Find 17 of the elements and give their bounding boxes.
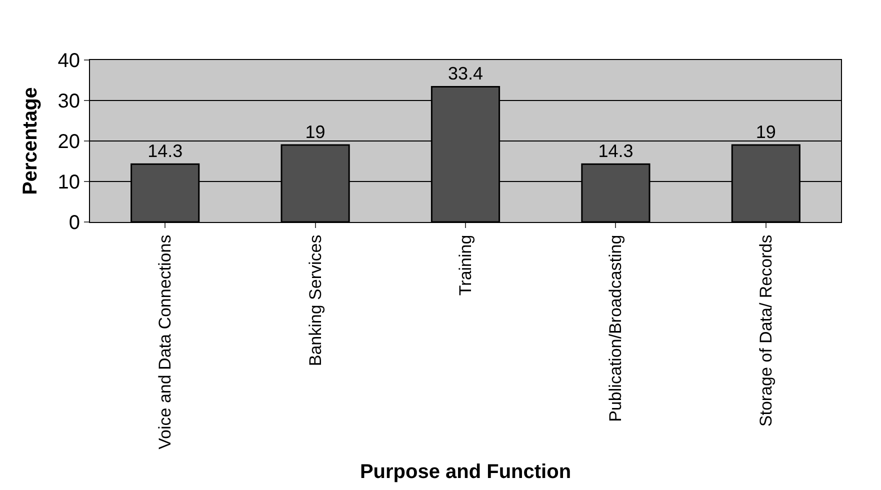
- x-tick-label: Publication/Broadcasting: [606, 234, 626, 422]
- y-tick-label: 40: [58, 50, 80, 72]
- data-label: 19: [756, 122, 776, 142]
- data-label: 19: [305, 122, 326, 142]
- x-tick-label: Voice and Data Connections: [156, 234, 175, 450]
- y-tick-label: 30: [58, 90, 80, 112]
- y-tick-label: 20: [58, 131, 80, 153]
- data-label: 14.3: [148, 141, 183, 162]
- y-tick-label: 0: [68, 212, 80, 234]
- data-label: 14.3: [598, 141, 634, 162]
- x-tick-label: Banking Services: [306, 234, 325, 366]
- x-tick-label: Training: [456, 234, 476, 296]
- y-tick-label: 10: [58, 172, 80, 194]
- data-label: 33.4: [448, 64, 484, 84]
- x-axis-title: Purpose and Function: [360, 460, 572, 483]
- y-axis-title: Percentage: [19, 87, 42, 195]
- x-tick-label: Storage of Data/ Records: [756, 234, 776, 427]
